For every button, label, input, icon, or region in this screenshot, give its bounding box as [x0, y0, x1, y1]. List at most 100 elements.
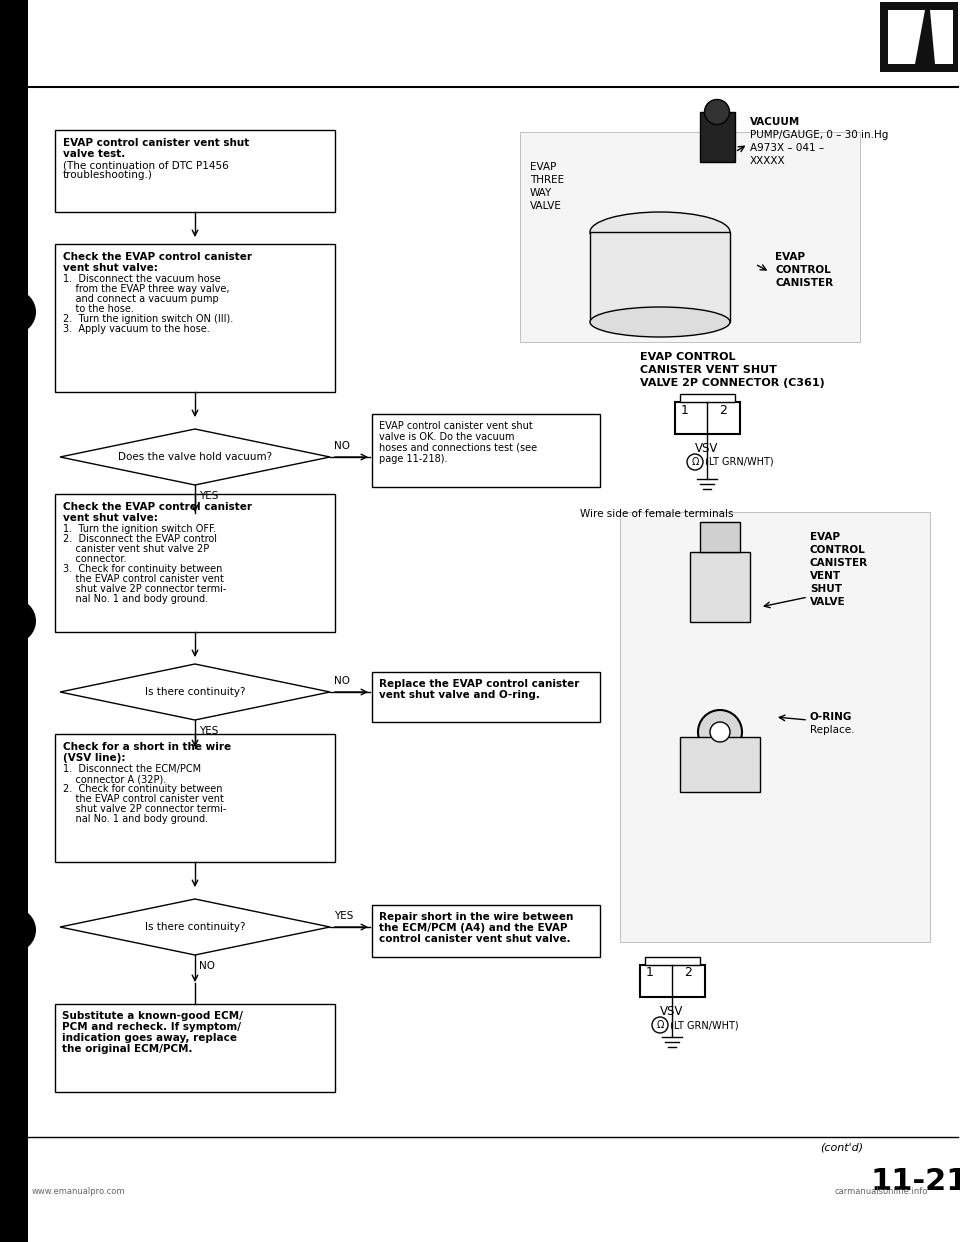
- Text: EVAP control canister vent shut: EVAP control canister vent shut: [379, 421, 533, 431]
- Text: PCM and recheck. If symptom/: PCM and recheck. If symptom/: [62, 1022, 241, 1032]
- Text: VALVE: VALVE: [810, 597, 846, 607]
- Text: 2.  Disconnect the EVAP control: 2. Disconnect the EVAP control: [63, 534, 217, 544]
- Text: from the EVAP three way valve,: from the EVAP three way valve,: [63, 284, 229, 294]
- Text: page 11-218).: page 11-218).: [379, 455, 447, 465]
- Bar: [590, 232, 730, 322]
- Text: carmanualsonline.info: carmanualsonline.info: [834, 1187, 928, 1196]
- Text: valve test.: valve test.: [63, 149, 125, 159]
- Polygon shape: [60, 428, 330, 484]
- Text: EVAP CONTROL: EVAP CONTROL: [640, 351, 735, 361]
- Text: canister vent shut valve 2P: canister vent shut valve 2P: [63, 544, 209, 554]
- Text: hoses and connections test (see: hoses and connections test (see: [379, 443, 538, 453]
- Ellipse shape: [705, 99, 730, 124]
- Text: (VSV line):: (VSV line):: [63, 753, 126, 763]
- Circle shape: [710, 722, 730, 741]
- Text: (The continuation of DTC P1456: (The continuation of DTC P1456: [63, 160, 228, 170]
- Bar: [55, 494, 335, 632]
- Text: 2: 2: [719, 404, 727, 416]
- Text: YES: YES: [199, 727, 218, 737]
- Circle shape: [698, 710, 742, 754]
- Text: VALVE: VALVE: [530, 201, 562, 211]
- Text: vent shut valve and O-ring.: vent shut valve and O-ring.: [379, 691, 540, 700]
- Text: 3.  Apply vacuum to the hose.: 3. Apply vacuum to the hose.: [63, 324, 209, 334]
- Text: O-RING: O-RING: [810, 712, 852, 722]
- Text: Is there continuity?: Is there continuity?: [145, 922, 245, 932]
- Text: shut valve 2P connector termi-: shut valve 2P connector termi-: [63, 584, 227, 594]
- Text: 1.  Turn the ignition switch OFF.: 1. Turn the ignition switch OFF.: [63, 524, 216, 534]
- Text: the EVAP control canister vent: the EVAP control canister vent: [63, 574, 224, 584]
- Text: 1: 1: [681, 404, 689, 416]
- Bar: [372, 905, 600, 958]
- Text: VACUUM: VACUUM: [750, 117, 801, 127]
- Text: THREE: THREE: [530, 175, 564, 185]
- Text: Ω: Ω: [691, 457, 699, 467]
- Bar: [680, 394, 735, 402]
- Bar: [0, 0, 28, 1242]
- Bar: [55, 243, 335, 392]
- Circle shape: [0, 289, 36, 334]
- Text: connector.: connector.: [63, 554, 127, 564]
- Text: 11-217: 11-217: [870, 1167, 960, 1196]
- Text: EVAP: EVAP: [810, 532, 840, 542]
- Text: 2.  Turn the ignition switch ON (III).: 2. Turn the ignition switch ON (III).: [63, 314, 233, 324]
- Bar: [55, 130, 335, 212]
- Text: NO: NO: [334, 676, 350, 686]
- Text: troubleshooting.): troubleshooting.): [63, 170, 153, 180]
- Text: connector A (32P).: connector A (32P).: [63, 774, 166, 784]
- Text: nal No. 1 and body ground.: nal No. 1 and body ground.: [63, 814, 208, 823]
- Circle shape: [687, 455, 703, 469]
- Text: CONTROL: CONTROL: [810, 545, 866, 555]
- Ellipse shape: [590, 307, 730, 337]
- Bar: [700, 522, 740, 551]
- Text: Replace the EVAP control canister: Replace the EVAP control canister: [379, 679, 580, 689]
- Text: Is there continuity?: Is there continuity?: [145, 687, 245, 697]
- Polygon shape: [930, 10, 953, 65]
- Text: WAY: WAY: [530, 188, 552, 197]
- Text: VSV: VSV: [695, 442, 719, 455]
- Text: Does the valve hold vacuum?: Does the valve hold vacuum?: [118, 452, 272, 462]
- Text: VSV: VSV: [660, 1005, 684, 1018]
- Bar: [55, 734, 335, 862]
- Bar: [880, 2, 958, 72]
- Bar: [55, 1004, 335, 1092]
- Bar: [675, 402, 740, 433]
- Text: 3.  Check for continuity between: 3. Check for continuity between: [63, 564, 223, 574]
- Circle shape: [0, 908, 36, 953]
- Text: NO: NO: [334, 441, 350, 451]
- Text: 1.  Disconnect the vacuum hose: 1. Disconnect the vacuum hose: [63, 274, 221, 284]
- Text: VALVE 2P CONNECTOR (C361): VALVE 2P CONNECTOR (C361): [640, 378, 825, 388]
- Text: the ECM/PCM (A4) and the EVAP: the ECM/PCM (A4) and the EVAP: [379, 923, 567, 933]
- Text: EVAP: EVAP: [775, 252, 805, 262]
- Polygon shape: [888, 10, 925, 65]
- Text: 2.  Check for continuity between: 2. Check for continuity between: [63, 784, 223, 794]
- Text: shut valve 2P connector termi-: shut valve 2P connector termi-: [63, 804, 227, 814]
- Text: Replace.: Replace.: [810, 725, 854, 735]
- Text: 1.  Disconnect the ECM/PCM: 1. Disconnect the ECM/PCM: [63, 764, 202, 774]
- Text: Ω: Ω: [657, 1020, 663, 1030]
- Text: (LT GRN/WHT): (LT GRN/WHT): [705, 457, 774, 467]
- Text: vent shut valve:: vent shut valve:: [63, 513, 157, 523]
- Text: www.emanualpro.com: www.emanualpro.com: [32, 1187, 126, 1196]
- Text: control canister vent shut valve.: control canister vent shut valve.: [379, 934, 570, 944]
- Bar: [680, 737, 760, 792]
- Ellipse shape: [590, 212, 730, 252]
- Text: indication goes away, replace: indication goes away, replace: [62, 1033, 237, 1043]
- Text: SHUT: SHUT: [810, 584, 842, 594]
- Text: YES: YES: [199, 491, 218, 501]
- Text: CANISTER: CANISTER: [810, 558, 868, 568]
- Text: the EVAP control canister vent: the EVAP control canister vent: [63, 794, 224, 804]
- Bar: [620, 512, 930, 941]
- Text: NO: NO: [199, 961, 215, 971]
- Polygon shape: [60, 664, 330, 720]
- Bar: [645, 958, 700, 965]
- Text: PUMP/GAUGE, 0 – 30 in.Hg: PUMP/GAUGE, 0 – 30 in.Hg: [750, 130, 888, 140]
- Circle shape: [652, 1017, 668, 1033]
- Text: Repair short in the wire between: Repair short in the wire between: [379, 912, 573, 922]
- Bar: [372, 414, 600, 487]
- Text: 1: 1: [646, 966, 654, 980]
- Bar: [640, 965, 705, 997]
- Text: XXXXX: XXXXX: [750, 156, 785, 166]
- Text: to the hose.: to the hose.: [63, 304, 133, 314]
- Text: CANISTER: CANISTER: [775, 278, 833, 288]
- Text: and connect a vacuum pump: and connect a vacuum pump: [63, 294, 219, 304]
